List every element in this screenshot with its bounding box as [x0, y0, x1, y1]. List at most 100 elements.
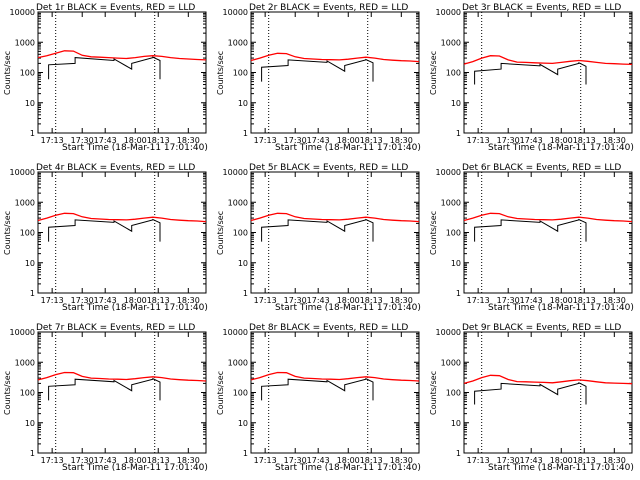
x-tick-label: 17:13: [254, 136, 277, 145]
y-axis-label: Counts/sec: [3, 50, 12, 95]
x-tick-label: 18:00: [124, 456, 147, 465]
events-rate-line: [261, 58, 374, 82]
y-tick-label: 10: [451, 419, 461, 428]
y-tick-label: 10: [238, 259, 248, 268]
x-tick-label: 17:13: [467, 456, 490, 465]
x-tick-label: 17:43: [307, 296, 330, 305]
x-tick-label: 17:43: [307, 456, 330, 465]
y-tick-label: 1: [456, 289, 461, 298]
y-tick-label: 10: [238, 419, 248, 428]
x-tick-label: 18:00: [337, 296, 360, 305]
events-rate-line: [48, 377, 161, 401]
chart-title: Det 9r BLACK = Events, RED = LLD: [462, 323, 622, 333]
x-tick-label: 17:43: [94, 296, 117, 305]
y-axis-label: Counts/sec: [429, 210, 438, 255]
y-tick-label: 10000: [10, 328, 35, 337]
x-tick-label: 18:00: [550, 296, 573, 305]
lld-rate-line: [250, 212, 420, 223]
chart-svg: 1 10 100 1000 10000 17:13 17:30 17:43 18:00 18:13…: [223, 328, 420, 465]
chart-svg: 1 10 100 1000 10000 17:13 17:30 17:43 18:00 18:13…: [223, 168, 420, 305]
x-axis-label: Start Time (18-Mar-11 17:01:40): [62, 463, 208, 473]
y-tick-label: 1000: [228, 38, 248, 47]
x-tick-label: 18:13: [360, 456, 383, 465]
lld-rate-line: [37, 371, 207, 382]
y-tick-label: 100: [20, 229, 35, 238]
lld-rate-line: [250, 371, 420, 382]
x-tick-label: 18:00: [124, 296, 147, 305]
x-tick-label: 17:30: [71, 456, 94, 465]
x-tick-label: 18:00: [550, 136, 573, 145]
x-tick-label: 17:13: [41, 296, 64, 305]
x-tick-label: 17:13: [254, 296, 277, 305]
x-axis-label: Start Time (18-Mar-11 17:01:40): [488, 143, 634, 153]
chart-svg: 1 10 100 1000 10000 17:13 17:30 17:43 18:00 18:13…: [436, 328, 633, 465]
chart-panel-7: 1 10 100 1000 10000 17:13 17:30 17:43 18:00 18:13…: [0, 320, 213, 480]
y-tick-label: 1000: [15, 358, 35, 367]
x-tick-label: 17:30: [284, 296, 307, 305]
y-tick-label: 10000: [436, 8, 461, 17]
x-tick-label: 18:30: [603, 456, 626, 465]
y-tick-label: 10: [451, 259, 461, 268]
y-tick-label: 10000: [223, 168, 248, 177]
y-tick-label: 1000: [15, 38, 35, 47]
y-tick-label: 100: [233, 69, 248, 78]
plot-frame: [37, 11, 207, 134]
lld-rate-line: [463, 55, 633, 66]
y-tick-label: 100: [446, 229, 461, 238]
y-axis-label: Counts/sec: [216, 210, 225, 255]
events-rate-line: [48, 56, 161, 80]
x-axis-label: Start Time (18-Mar-11 17:01:40): [275, 463, 421, 473]
chart-title: Det 3r BLACK = Events, RED = LLD: [462, 3, 622, 13]
chart-panel-1: 1 10 100 1000 10000 17:13 17:30 17:43 18:00 18:13…: [0, 0, 213, 160]
y-tick-label: 10000: [10, 168, 35, 177]
chart-svg: 1 10 100 1000 10000 17:13 17:30 17:43 18:00 18:13…: [10, 8, 207, 145]
x-tick-label: 17:13: [254, 456, 277, 465]
chart-title: Det 6r BLACK = Events, RED = LLD: [462, 163, 622, 173]
x-tick-label: 17:43: [520, 136, 543, 145]
x-axis-label: Start Time (18-Mar-11 17:01:40): [488, 303, 634, 313]
y-axis-label: Counts/sec: [216, 370, 225, 415]
y-tick-label: 10: [25, 259, 35, 268]
y-tick-label: 1: [456, 449, 461, 458]
chart-panel-4: 1 10 100 1000 10000 17:13 17:30 17:43 18:00 18:13…: [0, 160, 213, 320]
x-tick-label: 17:30: [71, 136, 94, 145]
x-tick-label: 17:13: [467, 136, 490, 145]
y-tick-label: 10: [238, 99, 248, 108]
chart-panel-8: 1 10 100 1000 10000 17:13 17:30 17:43 18:00 18:13…: [213, 320, 426, 480]
y-tick-label: 1: [30, 129, 35, 138]
x-axis-label: Start Time (18-Mar-11 17:01:40): [275, 303, 421, 313]
y-axis-label: Counts/sec: [429, 50, 438, 95]
y-tick-label: 100: [233, 229, 248, 238]
plot-frame: [463, 331, 633, 454]
x-tick-label: 17:30: [71, 296, 94, 305]
x-axis-label: Start Time (18-Mar-11 17:01:40): [62, 143, 208, 153]
y-tick-label: 1000: [15, 198, 35, 207]
x-tick-label: 18:30: [390, 136, 413, 145]
x-tick-label: 18:30: [177, 456, 200, 465]
y-tick-label: 1: [30, 289, 35, 298]
x-tick-label: 17:13: [41, 136, 64, 145]
chart-title: Det 7r BLACK = Events, RED = LLD: [36, 323, 196, 333]
x-axis-label: Start Time (18-Mar-11 17:01:40): [275, 143, 421, 153]
y-tick-label: 1: [243, 289, 248, 298]
y-tick-label: 1000: [228, 198, 248, 207]
x-tick-label: 17:30: [497, 456, 520, 465]
y-tick-label: 100: [233, 389, 248, 398]
x-tick-label: 17:30: [497, 296, 520, 305]
lld-rate-line: [37, 50, 207, 61]
chart-title: Det 2r BLACK = Events, RED = LLD: [249, 3, 409, 13]
chart-panel-2: 1 10 100 1000 10000 17:13 17:30 17:43 18:00 18:13…: [213, 0, 426, 160]
x-tick-label: 18:13: [360, 136, 383, 145]
plot-frame: [250, 171, 420, 294]
plot-frame: [250, 11, 420, 134]
x-tick-label: 18:13: [147, 296, 170, 305]
chart-panel-5: 1 10 100 1000 10000 17:13 17:30 17:43 18:00 18:13…: [213, 160, 426, 320]
x-tick-label: 18:30: [390, 296, 413, 305]
x-tick-label: 18:13: [573, 296, 596, 305]
chart-panel-3: 1 10 100 1000 10000 17:13 17:30 17:43 18:00 18:13…: [426, 0, 639, 160]
plot-frame: [250, 331, 420, 454]
chart-svg: 1 10 100 1000 10000 17:13 17:30 17:43 18:00 18:13…: [436, 168, 633, 305]
chart-title: Det 5r BLACK = Events, RED = LLD: [249, 163, 409, 173]
events-rate-line: [474, 61, 587, 85]
y-tick-label: 10000: [436, 168, 461, 177]
